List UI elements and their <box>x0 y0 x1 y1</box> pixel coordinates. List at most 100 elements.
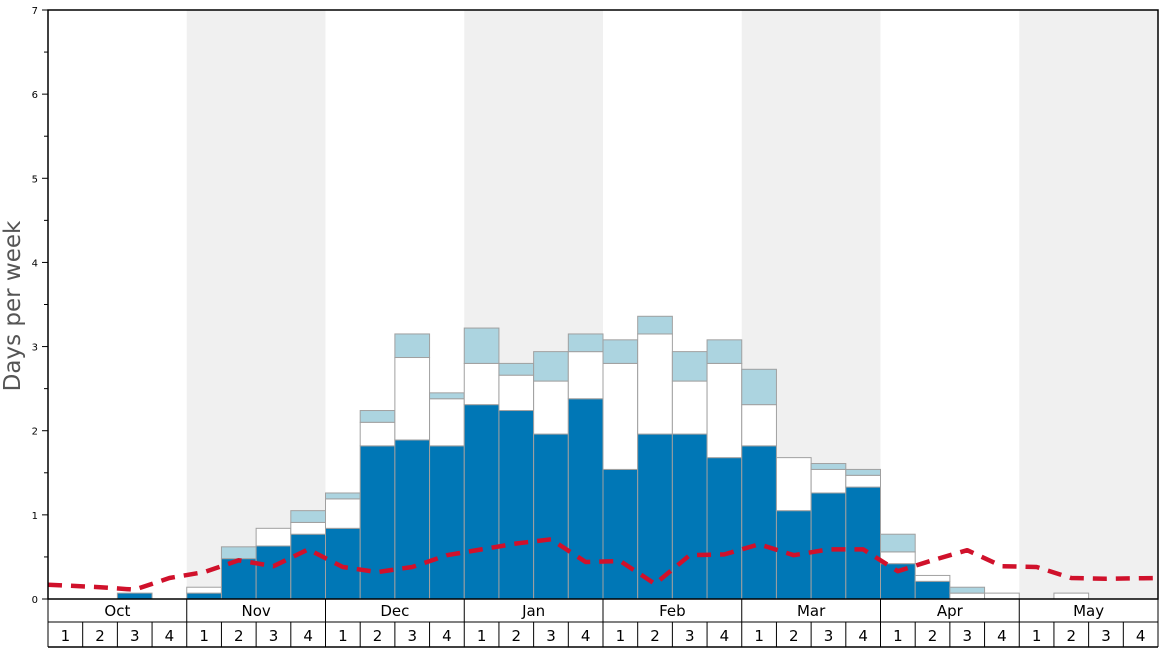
bar-light_blue-10 <box>359 410 396 423</box>
bar-white-18 <box>637 333 673 435</box>
bar-white-19 <box>671 380 708 435</box>
bar-light_blue-27 <box>949 586 986 594</box>
bar-white-23 <box>810 468 847 494</box>
week-label: 2 <box>928 627 938 645</box>
week-label: 1 <box>893 627 903 645</box>
month-label-nov: Nov <box>241 602 270 620</box>
bar-white-17 <box>602 362 639 470</box>
bar-white-13 <box>463 362 500 406</box>
y-tick-label: 3 <box>32 343 38 354</box>
y-tick-label: 1 <box>32 511 38 522</box>
bar-white-20 <box>706 362 743 459</box>
month-label-oct: Oct <box>104 602 130 620</box>
month-label-feb: Feb <box>659 602 686 620</box>
bar-blue-11 <box>394 439 431 600</box>
bar-blue-24 <box>845 486 881 600</box>
month-shade-may <box>1019 10 1158 599</box>
month-label-jan: Jan <box>521 602 545 620</box>
week-label: 4 <box>581 627 591 645</box>
bar-white-27 <box>949 592 986 600</box>
bar-light_blue-19 <box>671 351 708 382</box>
week-label: 2 <box>373 627 383 645</box>
bar-white-30 <box>1053 592 1090 600</box>
week-label: 2 <box>1067 627 1077 645</box>
bar-white-26 <box>914 574 951 582</box>
month-label-mar: Mar <box>797 602 826 620</box>
bar-light_blue-15 <box>533 351 569 382</box>
week-label: 3 <box>824 627 834 645</box>
week-label: 1 <box>1032 627 1042 645</box>
week-label: 1 <box>477 627 487 645</box>
bar-white-22 <box>775 457 812 512</box>
bar-blue-15 <box>533 433 569 600</box>
bar-light_blue-9 <box>325 492 361 500</box>
x-axis-labels: Oct 1 2 3 4 Nov 1 2 3 4 Dec 1 2 3 4 Jan 1 2 3 4 Feb 1 2 3 4 Mar 1 2… <box>47 599 1159 648</box>
week-label: 1 <box>754 627 764 645</box>
month-shade-nov <box>186 10 326 599</box>
bar-white-10 <box>359 421 396 447</box>
bar-white-21 <box>741 404 777 447</box>
bar-white-24 <box>845 474 881 488</box>
month-label-apr: Apr <box>937 602 964 620</box>
week-label: 4 <box>720 627 730 645</box>
average-line <box>47 537 1159 592</box>
week-label: 4 <box>165 627 175 645</box>
bar-light_blue-18 <box>637 315 673 335</box>
y-axis-label: Days per week <box>0 220 26 391</box>
average-line-layer <box>47 537 1159 592</box>
week-label: 3 <box>685 627 695 645</box>
week-label: 1 <box>199 627 209 645</box>
bar-blue-19 <box>671 433 708 600</box>
bar-light_blue-16 <box>567 333 604 353</box>
week-label: 2 <box>650 627 660 645</box>
bar-blue-14 <box>498 410 535 600</box>
bar-blue-5 <box>186 592 222 600</box>
week-label: 1 <box>338 627 348 645</box>
bar-white-28 <box>984 592 1020 600</box>
week-label: 4 <box>442 627 452 645</box>
bar-blue-7 <box>255 545 292 600</box>
y-tick-label: 5 <box>32 174 38 185</box>
bar-light_blue-12 <box>429 392 465 400</box>
y-axis-ticks: 0 1 2 3 4 5 6 7 <box>32 6 48 606</box>
week-label: 3 <box>962 627 972 645</box>
bar-series <box>116 315 1090 600</box>
y-tick-label: 0 <box>32 595 38 606</box>
y-tick-label: 6 <box>32 90 38 101</box>
bar-light_blue-21 <box>741 368 777 406</box>
y-tick-label: 4 <box>32 258 38 269</box>
bar-blue-6 <box>220 558 257 600</box>
month-shading <box>186 10 1158 599</box>
bar-light_blue-17 <box>602 339 639 364</box>
week-label: 2 <box>789 627 799 645</box>
week-label: 2 <box>95 627 105 645</box>
bar-light_blue-23 <box>810 463 847 470</box>
bar-light_blue-24 <box>845 468 881 476</box>
y-tick-label: 2 <box>32 427 38 438</box>
week-label: 4 <box>1136 627 1146 645</box>
bar-white-11 <box>394 357 431 441</box>
bar-blue-3 <box>116 592 153 600</box>
week-label: 2 <box>512 627 522 645</box>
week-label: 1 <box>616 627 626 645</box>
bar-blue-12 <box>429 445 465 600</box>
bar-blue-9 <box>325 527 361 600</box>
bar-light_blue-25 <box>880 533 916 553</box>
bar-white-7 <box>255 527 292 547</box>
bar-blue-17 <box>602 468 639 600</box>
week-label: 3 <box>1101 627 1111 645</box>
bar-light_blue-6 <box>220 546 257 560</box>
week-label: 3 <box>269 627 279 645</box>
bar-white-14 <box>498 374 535 412</box>
bar-blue-16 <box>567 398 604 600</box>
week-label: 3 <box>546 627 556 645</box>
week-label: 4 <box>997 627 1007 645</box>
bar-light_blue-14 <box>498 362 535 376</box>
y-tick-label: 7 <box>32 6 38 17</box>
bar-white-9 <box>325 498 361 529</box>
bar-blue-10 <box>359 445 396 600</box>
bar-white-12 <box>429 398 465 447</box>
week-label: 3 <box>407 627 417 645</box>
bar-white-15 <box>533 380 569 435</box>
